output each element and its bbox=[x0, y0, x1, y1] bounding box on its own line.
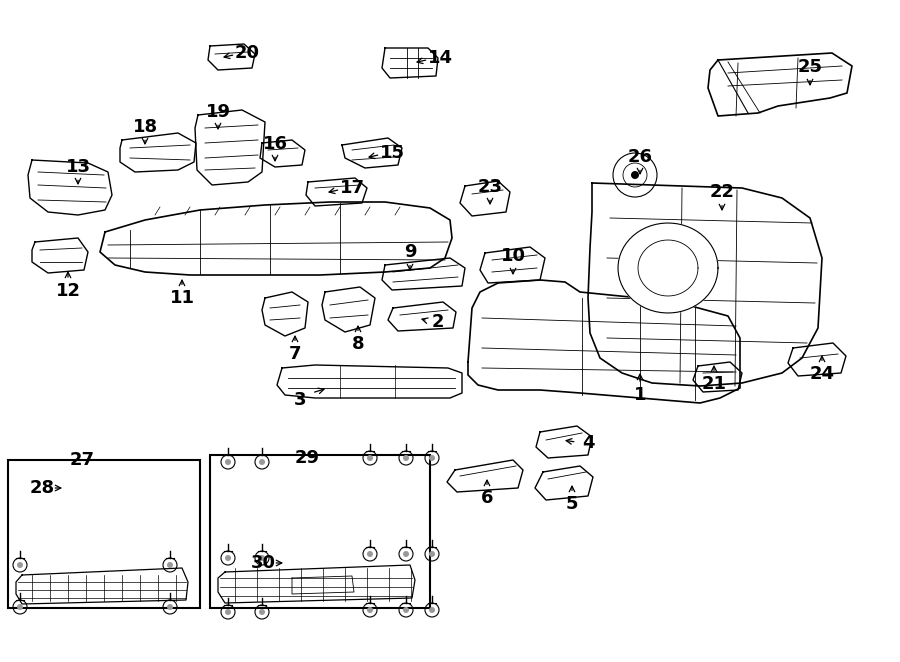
Text: 2: 2 bbox=[432, 313, 445, 331]
Text: 25: 25 bbox=[797, 58, 823, 76]
Circle shape bbox=[225, 609, 231, 615]
Text: 14: 14 bbox=[428, 49, 453, 67]
Circle shape bbox=[429, 455, 435, 461]
Text: 10: 10 bbox=[500, 247, 526, 265]
Circle shape bbox=[403, 607, 409, 613]
Text: 4: 4 bbox=[581, 434, 594, 452]
Text: 16: 16 bbox=[263, 135, 287, 153]
Circle shape bbox=[429, 607, 435, 613]
Circle shape bbox=[403, 455, 409, 461]
Circle shape bbox=[367, 607, 373, 613]
Text: 26: 26 bbox=[627, 148, 652, 166]
Text: 28: 28 bbox=[30, 479, 55, 497]
Text: 1: 1 bbox=[634, 386, 646, 404]
Circle shape bbox=[403, 551, 409, 557]
Text: 17: 17 bbox=[339, 179, 365, 197]
Text: 30: 30 bbox=[250, 554, 275, 572]
Text: 8: 8 bbox=[352, 335, 365, 353]
Text: 7: 7 bbox=[289, 345, 302, 363]
Bar bbox=[210, 455, 430, 608]
Text: 27: 27 bbox=[69, 451, 94, 469]
Text: 19: 19 bbox=[205, 103, 230, 121]
Text: 5: 5 bbox=[566, 495, 578, 513]
Text: 15: 15 bbox=[380, 144, 404, 162]
Text: 12: 12 bbox=[56, 282, 80, 300]
Text: 21: 21 bbox=[701, 375, 726, 393]
Text: 9: 9 bbox=[404, 243, 417, 261]
Circle shape bbox=[259, 609, 265, 615]
Polygon shape bbox=[618, 223, 718, 313]
Text: 20: 20 bbox=[235, 44, 259, 62]
Text: 11: 11 bbox=[169, 289, 194, 307]
Text: 6: 6 bbox=[481, 489, 493, 507]
Text: 18: 18 bbox=[132, 118, 157, 136]
Text: 3: 3 bbox=[293, 391, 306, 409]
Text: 29: 29 bbox=[294, 449, 320, 467]
Text: 22: 22 bbox=[709, 183, 734, 201]
Circle shape bbox=[367, 551, 373, 557]
Circle shape bbox=[259, 459, 265, 465]
Text: 23: 23 bbox=[478, 178, 502, 196]
Circle shape bbox=[631, 171, 639, 179]
Circle shape bbox=[17, 562, 23, 568]
Circle shape bbox=[259, 555, 265, 561]
Circle shape bbox=[17, 604, 23, 610]
Circle shape bbox=[225, 555, 231, 561]
Circle shape bbox=[225, 459, 231, 465]
Circle shape bbox=[167, 604, 173, 610]
Bar bbox=[8, 460, 200, 608]
Circle shape bbox=[167, 562, 173, 568]
Text: 24: 24 bbox=[809, 365, 834, 383]
Text: 13: 13 bbox=[66, 158, 91, 176]
Circle shape bbox=[429, 551, 435, 557]
Circle shape bbox=[367, 455, 373, 461]
